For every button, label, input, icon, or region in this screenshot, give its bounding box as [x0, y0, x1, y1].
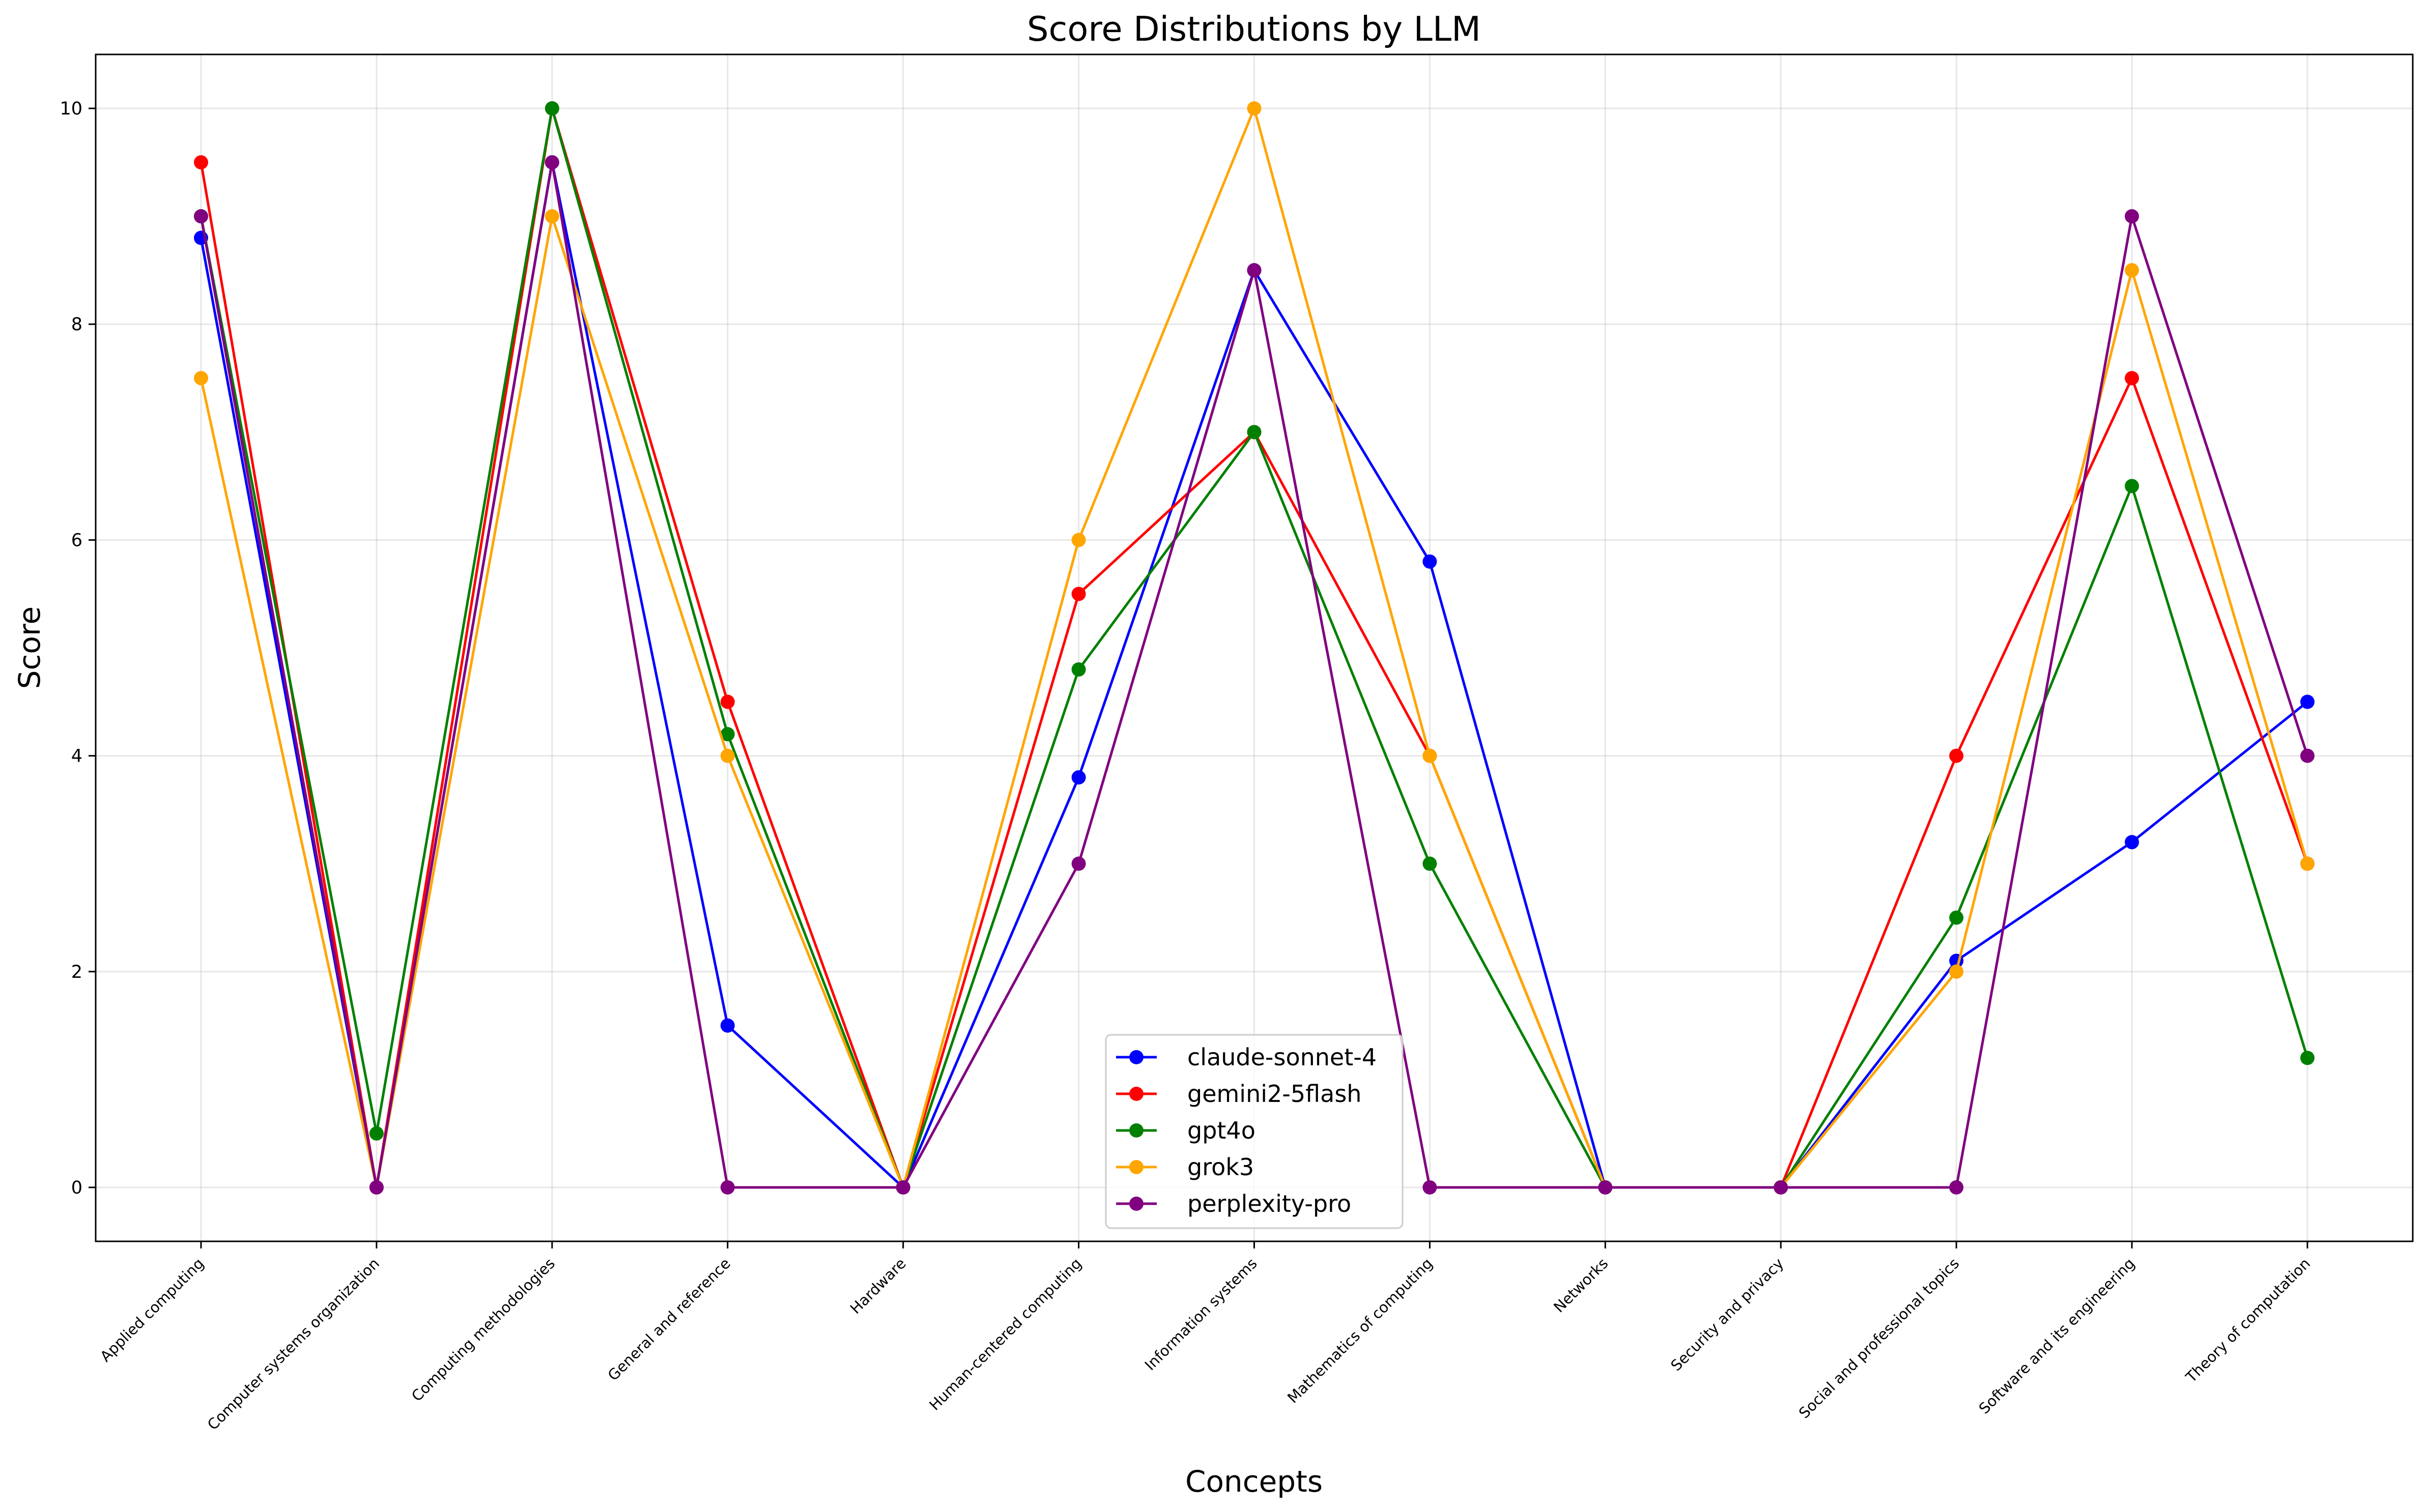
legend-marker — [1129, 1123, 1144, 1138]
data-point — [1949, 1180, 1964, 1195]
data-point — [1774, 1180, 1788, 1195]
legend-label: grok3 — [1187, 1153, 1254, 1181]
data-point — [1422, 856, 1437, 871]
data-point — [1949, 964, 1964, 979]
data-point — [720, 748, 735, 763]
data-point — [545, 209, 559, 224]
legend-item: gemini2-5flash — [1116, 1080, 1361, 1108]
data-point — [1422, 1180, 1437, 1195]
data-point — [1949, 910, 1964, 925]
data-point — [2125, 479, 2139, 493]
y-tick-label: 2 — [71, 962, 82, 982]
data-point — [2300, 856, 2315, 871]
data-point — [2300, 748, 2315, 763]
legend-label: gemini2-5flash — [1187, 1080, 1361, 1108]
data-point — [1422, 748, 1437, 763]
legend-item: perplexity-pro — [1116, 1190, 1351, 1217]
data-point — [1598, 1180, 1613, 1195]
series-lines — [194, 101, 2315, 1195]
data-point — [1422, 554, 1437, 569]
data-point — [194, 209, 208, 224]
legend-marker — [1129, 1087, 1144, 1101]
legend-label: gpt4o — [1187, 1117, 1255, 1144]
data-point — [720, 727, 735, 742]
legend: claude-sonnet-4 gemini2-5flash gpt4o grok3 p… — [1105, 1034, 1404, 1229]
legend-item: grok3 — [1116, 1153, 1254, 1181]
y-axis-label: Score — [12, 606, 47, 689]
data-point — [369, 1126, 384, 1141]
y-tick-label: 10 — [60, 99, 82, 119]
data-point — [720, 1018, 735, 1033]
data-point — [896, 1180, 910, 1195]
legend-marker — [1129, 1197, 1144, 1211]
data-point — [1071, 533, 1086, 547]
x-axis-label: Concepts — [1185, 1464, 1323, 1499]
data-point — [545, 155, 559, 170]
y-tick-label: 6 — [71, 530, 82, 550]
legend-marker — [1129, 1160, 1144, 1174]
legend-label: claude-sonnet-4 — [1187, 1043, 1377, 1071]
data-point — [1071, 770, 1086, 785]
data-point — [720, 694, 735, 709]
chart-title: Score Distributions by LLM — [1027, 9, 1481, 49]
y-tick-label: 4 — [71, 746, 82, 767]
legend-item: claude-sonnet-4 — [1116, 1043, 1377, 1071]
data-point — [545, 101, 559, 116]
legend-box — [1105, 1034, 1404, 1229]
legend-marker — [1129, 1050, 1144, 1064]
y-tick-label: 0 — [71, 1178, 82, 1198]
data-point — [1247, 263, 1262, 278]
data-point — [1071, 856, 1086, 871]
data-point — [720, 1180, 735, 1195]
data-point — [369, 1180, 384, 1195]
legend-item: gpt4o — [1116, 1117, 1255, 1144]
data-point — [2300, 694, 2315, 709]
data-point — [2125, 209, 2139, 224]
data-point — [1247, 425, 1262, 440]
data-point — [2125, 835, 2139, 850]
data-point — [2125, 371, 2139, 386]
data-point — [194, 155, 208, 170]
data-point — [1071, 662, 1086, 677]
data-point — [1247, 101, 1262, 116]
data-point — [194, 371, 208, 386]
data-point — [2125, 263, 2139, 278]
data-point — [2300, 1051, 2315, 1065]
data-point — [1071, 587, 1086, 601]
data-point — [1949, 748, 1964, 763]
y-tick-label: 8 — [71, 314, 82, 335]
legend-label: perplexity-pro — [1187, 1190, 1351, 1217]
series-perplexity-pro — [194, 155, 2315, 1195]
